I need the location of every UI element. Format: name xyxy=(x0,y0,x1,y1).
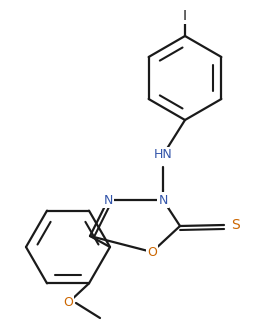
Text: N: N xyxy=(158,193,168,207)
Text: N: N xyxy=(103,193,113,207)
Text: S: S xyxy=(232,218,240,232)
Text: O: O xyxy=(63,296,73,310)
Text: HN: HN xyxy=(154,148,172,162)
Text: I: I xyxy=(183,9,187,23)
Text: O: O xyxy=(147,245,157,259)
